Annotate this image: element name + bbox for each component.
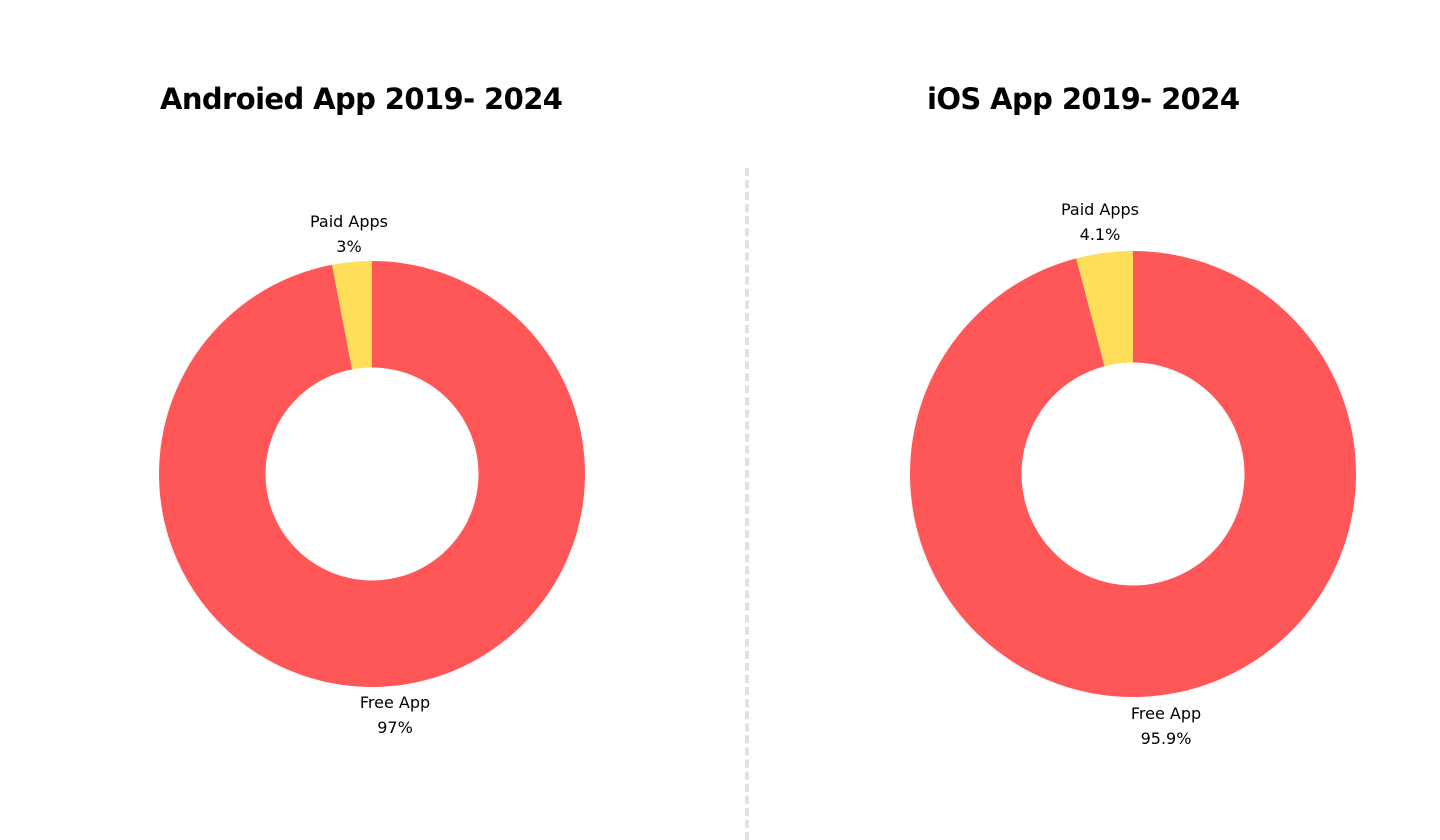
ios-free-label: Free App 95.9% xyxy=(1131,701,1201,751)
ios-paid-category: Paid Apps xyxy=(1060,200,1140,219)
android-paid-value: 3% xyxy=(336,237,362,256)
android-chart-title: Androied App 2019- 2024 xyxy=(160,82,563,116)
ios-free-category: Free App xyxy=(1130,704,1202,723)
chart-divider xyxy=(745,168,749,840)
ios-paid-label: Paid Apps 4.1% xyxy=(1061,197,1139,247)
ios-chart-title: iOS App 2019- 2024 xyxy=(927,82,1240,116)
android-slice-paid-apps xyxy=(332,261,372,370)
ios-slice-free-app xyxy=(910,251,1356,697)
ios-slice-paid-apps xyxy=(1076,251,1133,367)
ios-paid-value: 4.1% xyxy=(1079,225,1121,244)
android-donut-chart xyxy=(158,261,585,687)
android-free-label: Free App 97% xyxy=(360,690,430,740)
android-slice-free-app xyxy=(158,261,585,687)
ios-free-value: 95.9% xyxy=(1140,729,1192,748)
ios-donut-chart xyxy=(910,251,1356,697)
android-paid-category: Paid Apps xyxy=(309,212,389,231)
android-free-value: 97% xyxy=(377,718,413,737)
android-free-category: Free App xyxy=(359,693,431,712)
android-paid-label: Paid Apps 3% xyxy=(310,209,388,259)
